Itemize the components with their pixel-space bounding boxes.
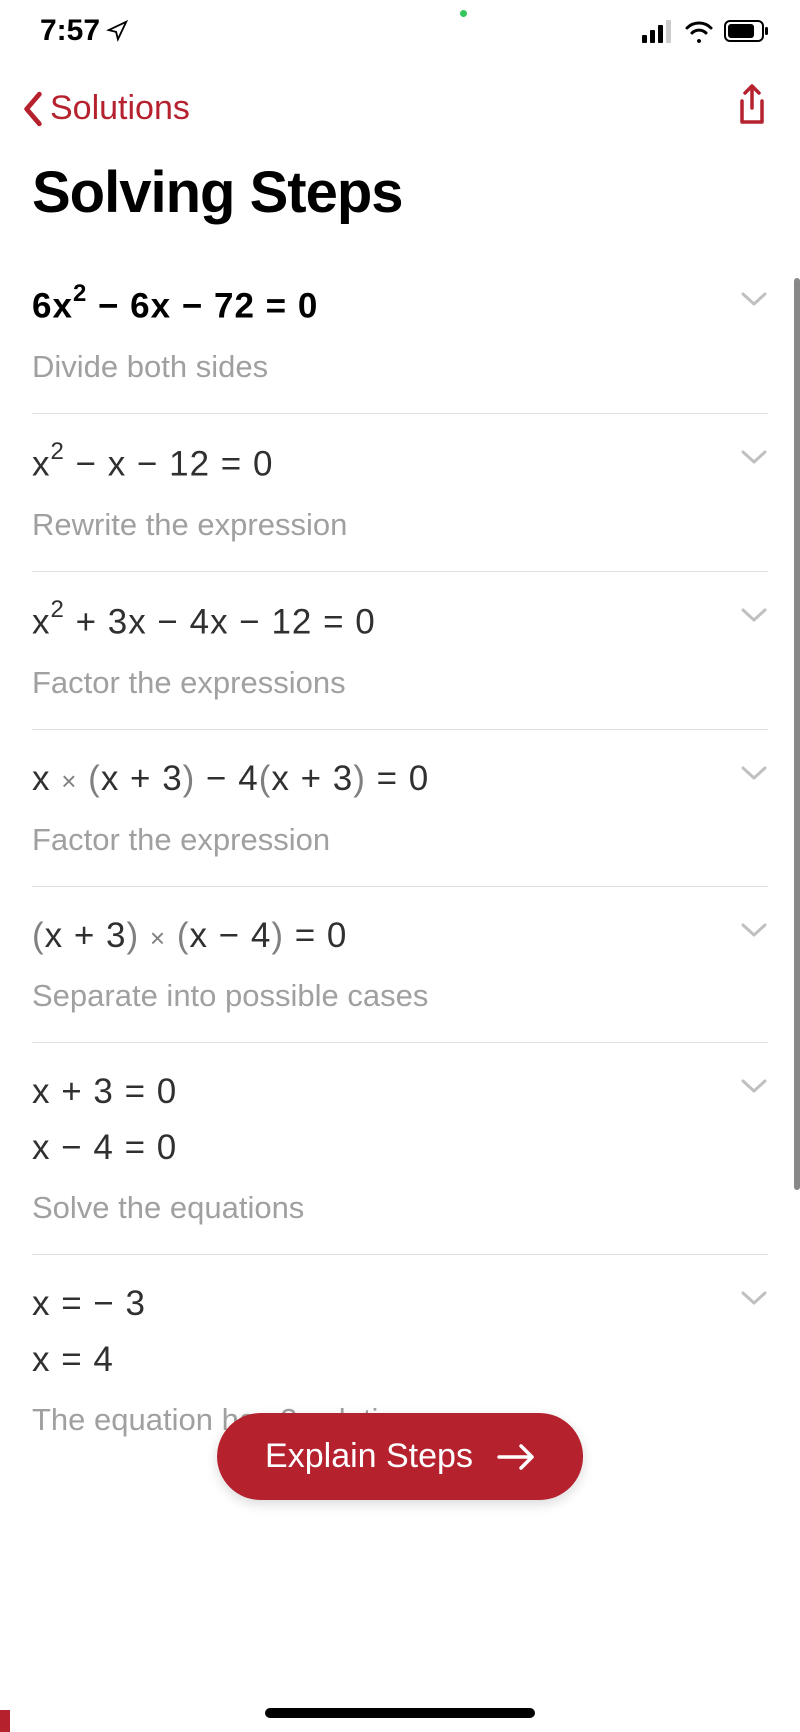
step-content: x2 − x − 12 = 0 Rewrite the expression xyxy=(32,440,730,543)
share-icon xyxy=(734,84,770,128)
step-equation: x = 4 xyxy=(32,1337,730,1383)
location-icon xyxy=(106,20,128,42)
step-description: Solve the equations xyxy=(32,1190,730,1226)
status-right xyxy=(642,19,770,43)
step-description: Separate into possible cases xyxy=(32,978,730,1014)
step-equation: (x + 3) × (x − 4) = 0 xyxy=(32,913,730,959)
steps-container: 6x2 − 6x − 72 = 0 Divide both sides x2 −… xyxy=(0,256,800,1466)
home-indicator[interactable] xyxy=(265,1708,535,1718)
step-description: Factor the expression xyxy=(32,822,730,858)
camera-indicator-dot xyxy=(460,10,467,17)
step-row[interactable]: x2 − x − 12 = 0 Rewrite the expression xyxy=(32,414,768,572)
explain-steps-button[interactable]: Explain Steps xyxy=(217,1413,583,1500)
step-equation: x2 + 3x − 4x − 12 = 0 xyxy=(32,598,730,645)
chevron-down-icon xyxy=(740,764,768,782)
nav-header: Solutions xyxy=(0,58,800,153)
share-button[interactable] xyxy=(734,84,770,133)
red-marker xyxy=(0,1710,10,1732)
status-bar: 7:57 xyxy=(0,0,800,58)
step-description: Divide both sides xyxy=(32,349,730,385)
step-equation: x = − 3 xyxy=(32,1281,730,1327)
chevron-down-icon xyxy=(740,1289,768,1307)
step-row[interactable]: (x + 3) × (x − 4) = 0 Separate into poss… xyxy=(32,887,768,1044)
back-label: Solutions xyxy=(50,89,190,128)
step-content: x2 + 3x − 4x − 12 = 0 Factor the express… xyxy=(32,598,730,701)
step-row[interactable]: x2 + 3x − 4x − 12 = 0 Factor the express… xyxy=(32,572,768,730)
chevron-down-icon xyxy=(740,921,768,939)
back-button[interactable]: Solutions xyxy=(20,89,190,128)
cellular-icon xyxy=(642,19,674,43)
step-content: (x + 3) × (x − 4) = 0 Separate into poss… xyxy=(32,913,730,1015)
arrow-right-icon xyxy=(497,1443,535,1471)
chevron-left-icon xyxy=(20,91,46,127)
step-content: x + 3 = 0 x − 4 = 0 Solve the equations xyxy=(32,1069,730,1226)
step-row[interactable]: x + 3 = 0 x − 4 = 0 Solve the equations xyxy=(32,1043,768,1255)
chevron-down-icon xyxy=(740,606,768,624)
step-equation: 6x2 − 6x − 72 = 0 xyxy=(32,282,730,329)
status-left: 7:57 xyxy=(40,14,128,48)
chevron-down-icon xyxy=(740,448,768,466)
step-content: 6x2 − 6x − 72 = 0 Divide both sides xyxy=(32,282,730,385)
status-time: 7:57 xyxy=(40,14,100,48)
step-content: x × (x + 3) − 4(x + 3) = 0 Factor the ex… xyxy=(32,756,730,858)
page-title: Solving Steps xyxy=(0,153,800,256)
chevron-down-icon xyxy=(740,290,768,308)
step-equation: x2 − x − 12 = 0 xyxy=(32,440,730,487)
wifi-icon xyxy=(684,19,714,43)
scroll-indicator[interactable] xyxy=(794,278,800,1190)
step-description: Factor the expressions xyxy=(32,665,730,701)
step-row[interactable]: 6x2 − 6x − 72 = 0 Divide both sides xyxy=(32,256,768,414)
step-row[interactable]: x × (x + 3) − 4(x + 3) = 0 Factor the ex… xyxy=(32,730,768,887)
step-equation: x × (x + 3) − 4(x + 3) = 0 xyxy=(32,756,730,802)
battery-icon xyxy=(724,19,770,43)
step-description: Rewrite the expression xyxy=(32,507,730,543)
step-equation: x + 3 = 0 xyxy=(32,1069,730,1115)
step-equation: x − 4 = 0 xyxy=(32,1125,730,1171)
explain-button-label: Explain Steps xyxy=(265,1437,473,1476)
chevron-down-icon xyxy=(740,1077,768,1095)
